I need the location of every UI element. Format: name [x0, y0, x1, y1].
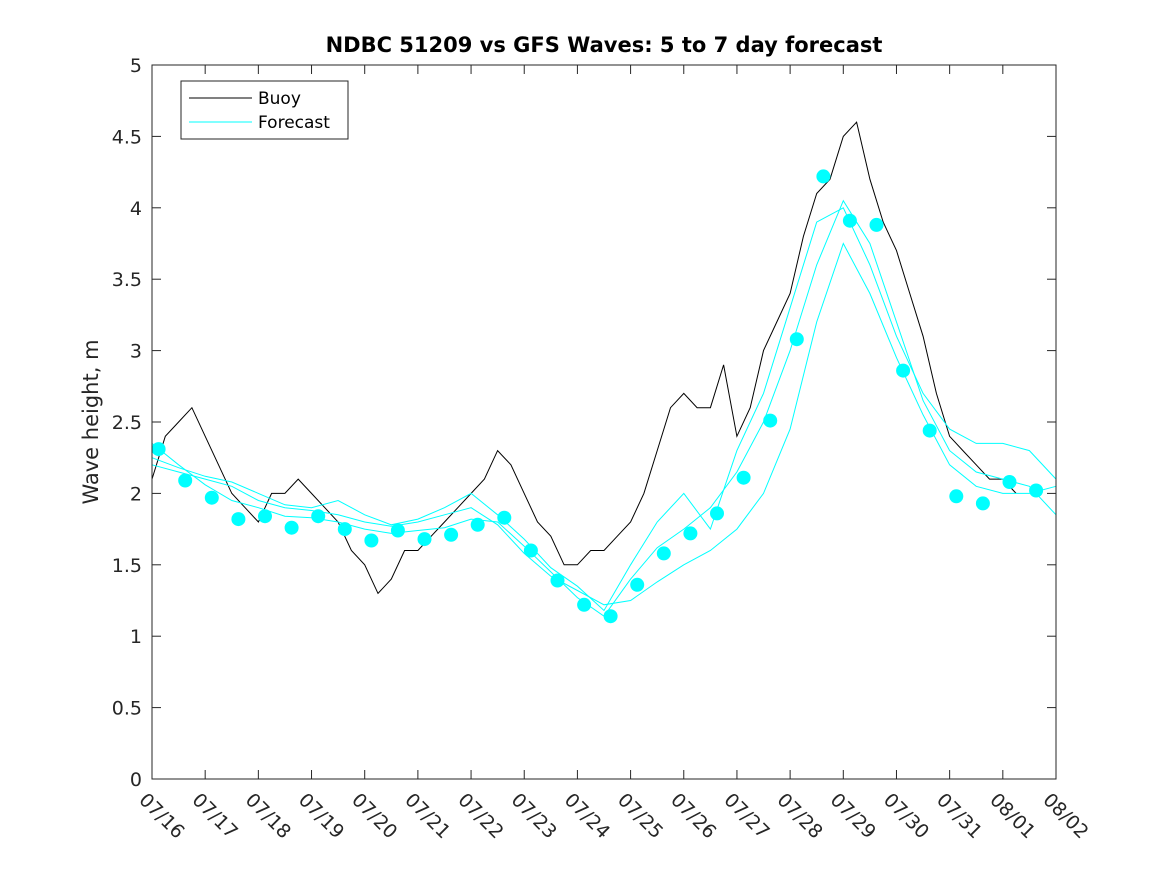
- forecast-marker: [470, 517, 485, 532]
- forecast-marker: [603, 609, 618, 624]
- legend: Buoy Forecast: [180, 80, 349, 140]
- forecast-marker: [497, 510, 512, 525]
- y-tick-label: 3: [130, 341, 142, 363]
- forecast-marker: [949, 489, 964, 504]
- forecast-marker: [869, 217, 884, 232]
- forecast-marker: [922, 423, 937, 438]
- forecast-marker: [284, 520, 299, 535]
- forecast-marker: [204, 490, 219, 505]
- forecast-marker: [816, 169, 831, 184]
- y-tick-label: 5: [130, 55, 142, 77]
- y-tick-label: 1: [130, 626, 142, 648]
- forecast-marker: [151, 442, 166, 457]
- y-tick-label: 4: [130, 198, 142, 220]
- forecast-marker: [577, 597, 592, 612]
- forecast-marker: [178, 473, 193, 488]
- forecast-marker: [231, 512, 246, 527]
- y-tick-label: 4.5: [112, 126, 142, 148]
- forecast-marker: [896, 363, 911, 378]
- y-tick-label: 2.5: [112, 412, 142, 434]
- forecast-series-line-3: [151, 207, 1057, 612]
- y-tick-label: 2: [130, 483, 142, 505]
- legend-box: [180, 80, 349, 140]
- plot-area: [151, 121, 1057, 624]
- forecast-marker: [311, 509, 326, 524]
- chart-title: NDBC 51209 vs GFS Waves: 5 to 7 day fore…: [326, 33, 883, 57]
- forecast-marker: [417, 532, 432, 547]
- forecast-marker: [842, 213, 857, 228]
- forecast-marker: [1002, 475, 1017, 489]
- y-axis-label: Wave height, m: [79, 339, 103, 504]
- legend-label-forecast: Forecast: [258, 113, 330, 133]
- forecast-marker: [1029, 483, 1044, 498]
- forecast-marker: [337, 522, 352, 537]
- forecast-marker: [444, 527, 459, 542]
- y-tick-label: 0.5: [112, 698, 142, 720]
- y-tick-label: 0: [130, 769, 142, 791]
- forecast-marker: [789, 332, 804, 347]
- forecast-marker: [550, 573, 565, 588]
- forecast-marker: [710, 506, 724, 521]
- forecast-marker: [390, 523, 405, 538]
- buoy-series-line: [151, 121, 1017, 595]
- forecast-marker: [364, 533, 379, 548]
- forecast-marker: [763, 413, 778, 428]
- forecast-marker: [656, 546, 671, 561]
- forecast-marker: [736, 470, 751, 485]
- y-tick-label: 3.5: [112, 269, 142, 291]
- y-tick-label: 1.5: [112, 555, 142, 577]
- legend-label-buoy: Buoy: [258, 89, 301, 109]
- forecast-marker: [630, 577, 645, 592]
- forecast-marker: [683, 526, 698, 541]
- forecast-marker: [258, 509, 272, 524]
- forecast-marker: [523, 543, 538, 558]
- forecast-marker: [975, 496, 990, 511]
